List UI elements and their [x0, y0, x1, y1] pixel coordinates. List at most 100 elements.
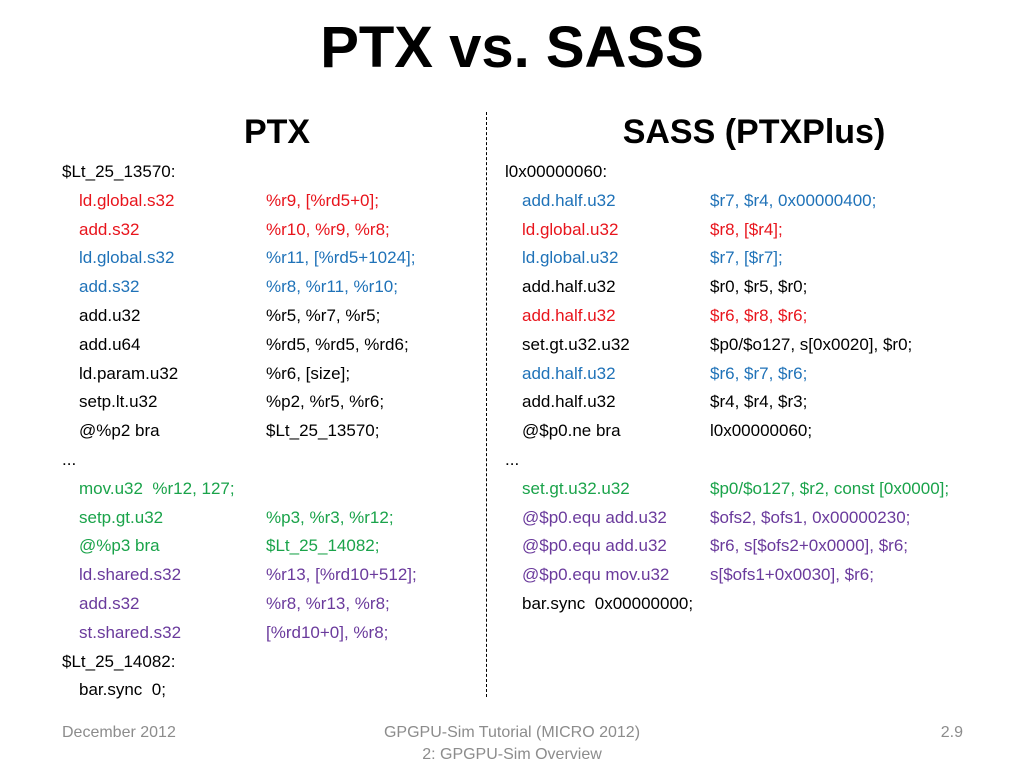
sass-code-line: add.half.u32 $r0, $r5, $r0;	[505, 273, 1015, 302]
ptx-instruction: ld.global.s32	[79, 248, 175, 268]
ptx-operands: %r9, [%rd5+0];	[266, 190, 379, 210]
ptx-operands: $Lt_25_13570;	[266, 421, 380, 441]
ptx-instruction: add.u32	[79, 305, 141, 325]
sass-operands: s[$ofs1+0x0030], $r6;	[710, 565, 874, 585]
sass-operands: $r0, $r5, $r0;	[710, 277, 808, 297]
sass-instruction: add.half.u32	[522, 363, 616, 383]
ptx-code-line: $Lt_25_14082:	[62, 648, 482, 677]
sass-operands: $r6, $r8, $r6;	[710, 305, 808, 325]
footer-date: December 2012	[62, 724, 176, 741]
sass-instruction: set.gt.u32.u32	[522, 334, 630, 354]
ptx-code-line: ...	[62, 446, 482, 475]
sass-operands: $ofs2, $ofs1, 0x00000230;	[710, 507, 911, 527]
sass-instruction: @$p0.ne bra	[522, 421, 621, 441]
ptx-code-line: $Lt_25_13570:	[62, 158, 482, 187]
ptx-code-line: st.shared.s32 [%rd10+0], %r8;	[62, 619, 482, 648]
ptx-operands: %r6, [size];	[266, 363, 351, 383]
ptx-operands: %r8, %r13, %r8;	[266, 593, 390, 613]
ptx-operands: %p2, %r5, %r6;	[266, 392, 385, 412]
ptx-code-line: setp.gt.u32 %p3, %r3, %r12;	[62, 504, 482, 533]
sass-code-line: l0x00000060:	[505, 158, 1015, 187]
ptx-instruction: setp.lt.u32	[79, 392, 158, 412]
ptx-operands: %r11, [%rd5+1024];	[266, 248, 416, 268]
sass-instruction: ld.global.u32	[522, 219, 619, 239]
sass-code-line: set.gt.u32.u32 $p0/$o127, s[0x0020], $r0;	[505, 331, 1015, 360]
sass-code-line: add.half.u32 $r7, $r4, 0x00000400;	[505, 187, 1015, 216]
sass-operands: $r4, $r4, $r3;	[710, 392, 808, 412]
ptx-code-line: add.u64 %rd5, %rd5, %rd6;	[62, 331, 482, 360]
ptx-operands: %r13, [%rd10+512];	[266, 565, 417, 585]
sass-code-line: ...	[505, 446, 1015, 475]
sass-instruction: @$p0.equ mov.u32	[522, 565, 670, 585]
ptx-instruction: ld.param.u32	[79, 363, 179, 383]
sass-instruction: ld.global.u32	[522, 248, 619, 268]
ptx-operands: %r10, %r9, %r8;	[266, 219, 390, 239]
ptx-code-label: ...	[62, 449, 77, 469]
sass-instruction: @$p0.equ add.u32	[522, 536, 667, 556]
ptx-instruction: add.s32	[79, 219, 140, 239]
footer-tutorial-title: GPGPU-Sim Tutorial (MICRO 2012)	[383, 724, 641, 741]
sass-operands: $r6, s[$ofs2+0x0000], $r6;	[710, 536, 908, 556]
sass-instruction: add.half.u32	[522, 190, 616, 210]
sass-code-line: ld.global.u32 $r7, [$r7];	[505, 244, 1015, 273]
sass-instruction: add.half.u32	[522, 277, 616, 297]
sass-operands: $r8, [$r4];	[710, 219, 783, 239]
sass-operands: $r7, $r4, 0x00000400;	[710, 190, 877, 210]
sass-operands: $r6, $r7, $r6;	[710, 363, 808, 383]
ptx-code-line: add.s32 %r10, %r9, %r8;	[62, 216, 482, 245]
ptx-instruction: @%p3 bra	[79, 536, 160, 556]
sass-instruction: add.half.u32	[522, 305, 616, 325]
ptx-instruction: bar.sync 0;	[79, 680, 166, 700]
ptx-code-line: @%p3 bra $Lt_25_14082;	[62, 532, 482, 561]
sass-code-line: add.half.u32 $r6, $r7, $r6;	[505, 360, 1015, 389]
sass-operands: $r7, [$r7];	[710, 248, 783, 268]
ptx-code-line: add.s32 %r8, %r11, %r10;	[62, 273, 482, 302]
sass-code-label: ...	[505, 449, 520, 469]
ptx-code-line: add.s32 %r8, %r13, %r8;	[62, 590, 482, 619]
sass-code-line: bar.sync 0x00000000;	[505, 590, 1015, 619]
sass-code-listing: l0x00000060: add.half.u32 $r7, $r4, 0x0000…	[505, 158, 1015, 619]
slide-title: PTX vs. SASS	[320, 15, 704, 80]
ptx-operands: %r5, %r7, %r5;	[266, 305, 381, 325]
sass-instruction: add.half.u32	[522, 392, 616, 412]
ptx-code-label: $Lt_25_14082:	[62, 651, 176, 671]
ptx-code-line: setp.lt.u32 %p2, %r5, %r6;	[62, 388, 482, 417]
ptx-instruction: @%p2 bra	[79, 421, 160, 441]
ptx-operands: %r8, %r11, %r10;	[266, 277, 398, 297]
sass-code-line: @$p0.equ mov.u32 s[$ofs1+0x0030], $r6;	[505, 561, 1015, 590]
sass-code-line: add.half.u32 $r4, $r4, $r3;	[505, 388, 1015, 417]
footer-center: GPGPU-Sim Tutorial (MICRO 2012) 2: GPGPU…	[300, 722, 724, 766]
sass-code-line: @$p0.equ add.u32 $r6, s[$ofs2+0x0000], $r…	[505, 532, 1015, 561]
ptx-instruction: ld.global.s32	[79, 190, 175, 210]
footer-page-number: 2.9	[940, 724, 963, 741]
sass-operands: l0x00000060;	[710, 421, 813, 441]
ptx-instruction: setp.gt.u32	[79, 507, 164, 527]
ptx-code-line: ld.param.u32 %r6, [size];	[62, 360, 482, 389]
ptx-code-listing: $Lt_25_13570: ld.global.s32 %r9, [%rd5+0];…	[62, 158, 482, 705]
sass-instruction: set.gt.u32.u32	[522, 478, 630, 498]
ptx-code-line: add.u32 %r5, %r7, %r5;	[62, 302, 482, 331]
footer-section-title: 2: GPGPU-Sim Overview	[422, 746, 602, 763]
ptx-instruction: ld.shared.s32	[79, 565, 182, 585]
ptx-instruction: add.s32	[79, 593, 140, 613]
ptx-code-line: ld.global.s32 %r11, [%rd5+1024];	[62, 244, 482, 273]
ptx-instruction: mov.u32 %r12, 127;	[79, 478, 235, 498]
ptx-code-line: mov.u32 %r12, 127;	[62, 475, 482, 504]
ptx-instruction: add.s32	[79, 277, 140, 297]
ptx-operands: [%rd10+0], %r8;	[266, 622, 389, 642]
sass-code-line: @$p0.equ add.u32 $ofs2, $ofs1, 0x00000230…	[505, 504, 1015, 533]
sass-instruction: bar.sync 0x00000000;	[522, 593, 694, 613]
sass-operands: $p0/$o127, s[0x0020], $r0;	[710, 334, 913, 354]
ptx-operands: %p3, %r3, %r12;	[266, 507, 394, 527]
ptx-operands: %rd5, %rd5, %rd6;	[266, 334, 409, 354]
sass-code-line: ld.global.u32 $r8, [$r4];	[505, 216, 1015, 245]
sass-code-line: set.gt.u32.u32 $p0/$o127, $r2, const [0x0…	[505, 475, 1015, 504]
ptx-code-line: ld.global.s32 %r9, [%rd5+0];	[62, 187, 482, 216]
ptx-code-line: bar.sync 0;	[62, 676, 482, 705]
ptx-instruction: add.u64	[79, 334, 141, 354]
sass-code-line: add.half.u32 $r6, $r8, $r6;	[505, 302, 1015, 331]
sass-heading: SASS (PTXPlus)	[622, 113, 886, 151]
ptx-instruction: st.shared.s32	[79, 622, 182, 642]
ptx-code-line: ld.shared.s32 %r13, [%rd10+512];	[62, 561, 482, 590]
column-divider	[486, 112, 487, 697]
